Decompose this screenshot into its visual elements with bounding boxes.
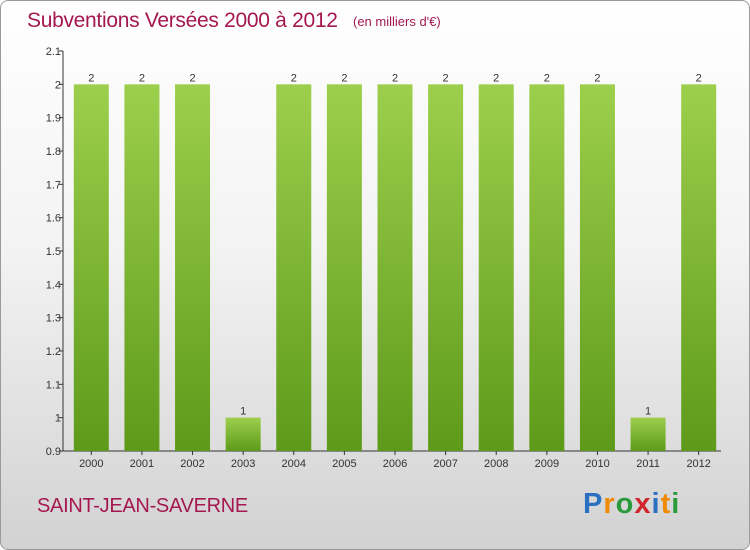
logo-letter: r (603, 488, 616, 520)
x-tick-label: 2012 (686, 458, 710, 470)
data-label: 2 (392, 72, 398, 84)
logo-letter: t (660, 488, 672, 520)
x-tick-label: 2001 (130, 458, 154, 470)
y-tick-label: 1 (55, 413, 61, 425)
logo-letter: o (615, 488, 635, 520)
data-label: 2 (88, 72, 94, 84)
data-label: 2 (696, 72, 702, 84)
x-tick-label: 2008 (484, 458, 508, 470)
data-label: 2 (189, 72, 195, 84)
y-tick-label: 1.2 (46, 346, 61, 358)
x-tick-label: 2005 (332, 458, 356, 470)
logo-letter: P (583, 488, 604, 520)
bar (428, 84, 464, 451)
bar (579, 84, 615, 451)
data-label: 2 (594, 72, 600, 84)
bar (377, 84, 413, 451)
data-label: 2 (443, 72, 449, 84)
data-label: 2 (341, 72, 347, 84)
bar (175, 84, 211, 451)
y-tick-label: 1.4 (46, 279, 61, 291)
bar (225, 417, 261, 451)
data-label: 2 (493, 72, 499, 84)
y-tick-label: 1.7 (46, 179, 61, 191)
y-tick-label: 1.8 (46, 146, 61, 158)
bar (326, 84, 362, 451)
data-label: 1 (240, 406, 246, 418)
bar (630, 417, 666, 451)
data-label: 2 (544, 72, 550, 84)
chart-unit: (en milliers d'€) (353, 14, 441, 29)
x-tick-label: 2004 (282, 458, 306, 470)
commune-name: SAINT-JEAN-SAVERNE (37, 495, 248, 517)
x-tick-label: 2007 (433, 458, 457, 470)
y-tick-label: 1.9 (46, 113, 61, 125)
bar (478, 84, 514, 451)
y-tick-label: 1.5 (46, 246, 61, 258)
y-tick-label: 1.1 (46, 379, 61, 391)
proxiti-logo: Proxiti (583, 488, 680, 521)
logo-letter: i (651, 488, 661, 520)
x-tick-label: 2009 (535, 458, 559, 470)
x-tick-label: 2002 (180, 458, 204, 470)
logo-letter: x (634, 488, 652, 520)
x-tick-label: 2003 (231, 458, 255, 470)
x-tick-label: 2011 (636, 458, 660, 470)
bar (73, 84, 109, 451)
y-tick-label: 1.6 (46, 213, 61, 225)
x-tick-label: 2006 (383, 458, 407, 470)
data-label: 2 (139, 72, 145, 84)
y-tick-label: 0.9 (46, 446, 61, 458)
data-label: 2 (291, 72, 297, 84)
bar (276, 84, 312, 451)
bar (529, 84, 565, 451)
x-tick-label: 2010 (585, 458, 609, 470)
y-tick-label: 2.1 (46, 46, 61, 58)
x-tick-label: 2000 (79, 458, 103, 470)
y-tick-label: 1.3 (46, 313, 61, 325)
chart-title: Subventions Versées 2000 à 2012 (27, 9, 338, 32)
bar (681, 84, 717, 451)
bar (124, 84, 160, 451)
logo-letter: i (671, 488, 681, 520)
data-label: 1 (645, 406, 651, 418)
y-tick-label: 2 (55, 79, 61, 91)
